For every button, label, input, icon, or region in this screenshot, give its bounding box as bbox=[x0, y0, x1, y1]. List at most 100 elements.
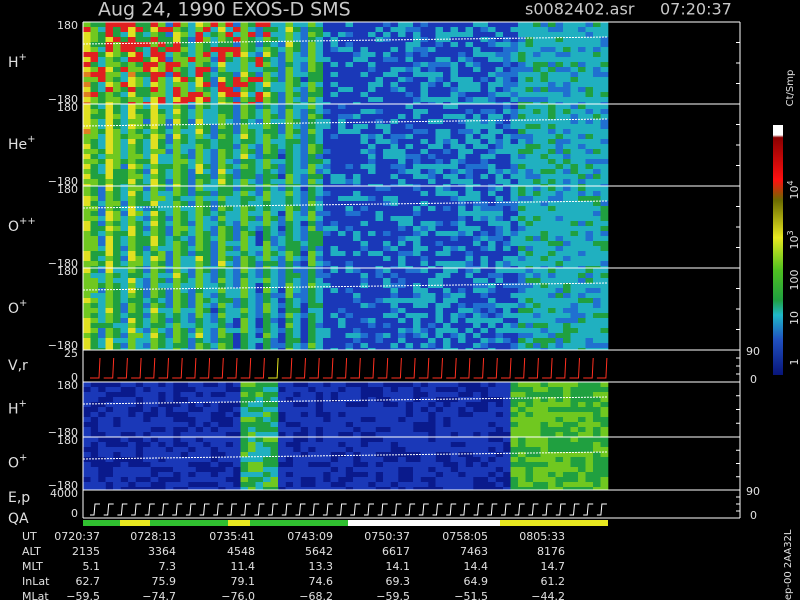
spectrogram-cell bbox=[173, 256, 181, 261]
spectrogram-cell bbox=[480, 77, 489, 82]
spectrogram-cell bbox=[98, 92, 106, 97]
spectrogram-cell bbox=[225, 159, 234, 164]
spectrogram-cell bbox=[510, 221, 519, 226]
spectrogram-cell bbox=[255, 206, 264, 211]
spectrogram-cell bbox=[488, 87, 496, 92]
spectrogram-cell bbox=[240, 87, 249, 92]
spectrogram-cell bbox=[143, 298, 151, 303]
spectrogram-cell bbox=[285, 92, 294, 97]
spectrogram-cell bbox=[158, 134, 166, 139]
spectrogram-cell bbox=[570, 139, 579, 144]
spectrogram-cell bbox=[323, 159, 331, 164]
spectrogram-cell bbox=[113, 298, 121, 303]
spectrogram-cell bbox=[173, 32, 181, 37]
spectrogram-cell bbox=[278, 109, 286, 114]
spectrogram-cell bbox=[188, 82, 196, 87]
spectrogram-cell bbox=[420, 154, 429, 159]
spectrogram-cell bbox=[578, 154, 586, 159]
spectrogram-cell bbox=[600, 196, 609, 201]
spectrogram-cell bbox=[525, 236, 534, 241]
spectrogram-cell bbox=[585, 348, 594, 350]
spectrogram-cell bbox=[548, 206, 556, 211]
spectrogram-cell bbox=[105, 211, 114, 216]
spectrogram-cell bbox=[330, 236, 339, 241]
spectrogram-cell bbox=[285, 47, 294, 52]
spectrogram-cell bbox=[503, 72, 511, 77]
spectrogram-cell bbox=[525, 52, 534, 57]
spectrogram-cell bbox=[518, 129, 526, 134]
spectrogram-cell bbox=[203, 231, 211, 236]
spectrogram-cell bbox=[188, 278, 196, 283]
spectrogram-cell bbox=[428, 174, 436, 179]
spectrogram-cell bbox=[225, 201, 234, 206]
spectrogram-cell bbox=[240, 338, 249, 343]
spectrogram-cell bbox=[293, 169, 301, 174]
spectrogram-cell bbox=[398, 102, 406, 104]
spectrogram-cell bbox=[533, 283, 541, 288]
spectrogram-cell bbox=[563, 348, 571, 350]
spectrogram-cell bbox=[405, 288, 414, 293]
spectrogram-cell bbox=[173, 114, 181, 119]
spectrogram-cell bbox=[218, 32, 226, 37]
spectrogram-cell bbox=[323, 226, 331, 231]
spectrogram-cell bbox=[435, 241, 444, 246]
spectrogram-cell bbox=[503, 236, 511, 241]
spectrogram-cell bbox=[585, 313, 594, 318]
spectrogram-cell bbox=[413, 191, 421, 196]
spectrogram-cell bbox=[278, 313, 286, 318]
spectrogram-cell bbox=[585, 129, 594, 134]
spectrogram-cell bbox=[165, 343, 174, 348]
spectrogram-cell bbox=[255, 47, 264, 52]
spectrogram-cell bbox=[473, 102, 481, 104]
spectrogram-cell bbox=[390, 22, 399, 27]
spectrogram-cell bbox=[180, 62, 189, 67]
spectrogram-cell bbox=[390, 191, 399, 196]
spectrogram-cell bbox=[90, 119, 99, 124]
spectrogram-cell bbox=[143, 92, 151, 97]
spectrogram-cell bbox=[128, 134, 136, 139]
spectrogram-cell bbox=[90, 303, 99, 308]
spectrogram-cell bbox=[195, 47, 204, 52]
spectrogram-cell bbox=[255, 82, 264, 87]
spectrogram-cell bbox=[218, 67, 226, 72]
spectrogram-cell bbox=[540, 268, 549, 273]
spectrogram-cell bbox=[83, 397, 91, 402]
spectrogram-cell bbox=[503, 179, 511, 184]
spectrogram-cell bbox=[458, 87, 466, 92]
spectrogram-cell bbox=[150, 164, 159, 169]
spectrogram-cell bbox=[255, 333, 264, 338]
spectrogram-cell bbox=[375, 251, 384, 256]
spectrogram-cell bbox=[113, 87, 121, 92]
spectrogram-cell bbox=[510, 42, 519, 47]
spectrogram-cell bbox=[375, 47, 384, 52]
spectrogram-cell bbox=[443, 318, 451, 323]
spectrogram-cell bbox=[398, 92, 406, 97]
spectrogram-cell bbox=[308, 159, 316, 164]
spectrogram-cell bbox=[510, 313, 519, 318]
spectrogram-cell bbox=[165, 42, 174, 47]
spectrogram-cell bbox=[353, 47, 361, 52]
spectrogram-cell bbox=[518, 191, 526, 196]
spectrogram-cell bbox=[203, 52, 211, 57]
spectrogram-cell bbox=[203, 318, 211, 323]
spectrogram-cell bbox=[353, 87, 361, 92]
spectrogram-cell bbox=[105, 37, 114, 42]
spectrogram-cell bbox=[188, 57, 196, 62]
spectrogram-cell bbox=[443, 154, 451, 159]
spectrogram-cell bbox=[143, 251, 151, 256]
spectrogram-cell bbox=[248, 37, 256, 42]
spectrogram-cell bbox=[180, 283, 189, 288]
spectrogram-cell bbox=[225, 52, 234, 57]
spectrogram-cell bbox=[548, 308, 556, 313]
spectrogram-cell bbox=[165, 226, 174, 231]
spectrogram-cell bbox=[450, 27, 459, 32]
spectrogram-cell bbox=[570, 308, 579, 313]
spectrogram-cell bbox=[353, 32, 361, 37]
spectrogram-cell bbox=[360, 211, 369, 216]
spectrogram-cell bbox=[345, 333, 354, 338]
spectrogram-cell bbox=[203, 221, 211, 226]
spectrogram-cell bbox=[540, 57, 549, 62]
spectrogram-cell bbox=[300, 241, 309, 246]
spectrogram-cell bbox=[450, 149, 459, 154]
spectrogram-cell bbox=[533, 251, 541, 256]
